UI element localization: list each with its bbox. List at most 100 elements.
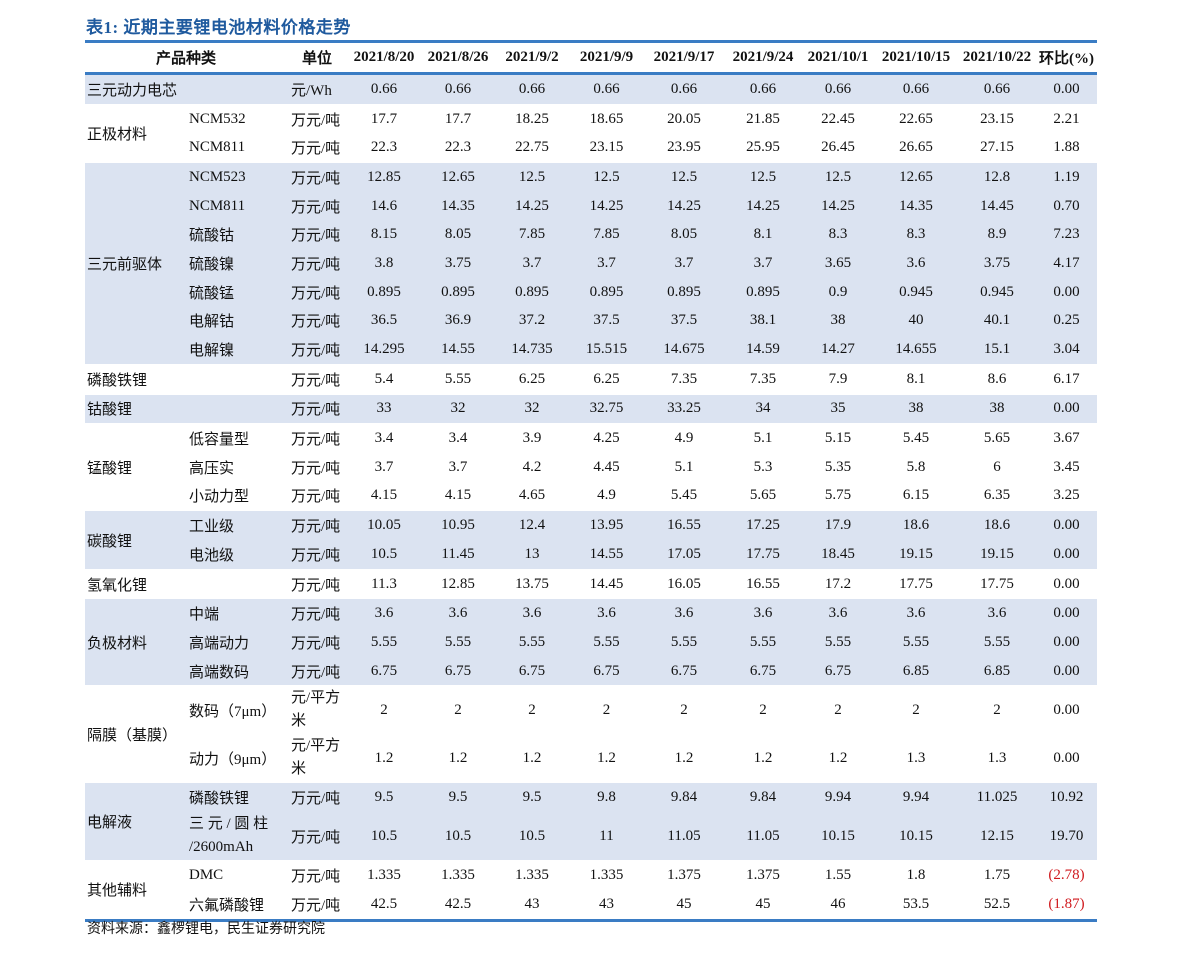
table-row: 小动力型 万元/吨 4.15 4.15 4.65 4.9 5.45 5.65 5.75 6.15 6… [85,482,1097,511]
price-value: 10.5 [421,812,496,861]
price-value: 1.335 [495,860,570,890]
price-value: 0.9 [802,277,875,307]
unit: 元/Wh [287,73,348,105]
price-value: 8.9 [958,220,1037,250]
price-value: 3.6 [569,598,645,629]
group-name: 负极材料 [85,598,177,686]
price-value: 4.2 [522,458,542,475]
price-value: 6.75 [421,656,496,686]
price-value: 6.25 [569,363,645,395]
group-name: 正极材料 [85,103,177,163]
group-name: 隔膜（基膜） [85,685,177,783]
price-value: 0.895 [495,277,570,307]
unit: 万元/吨 [287,812,348,861]
header-row: 产品种类 单位 2021/8/20 2021/8/26 2021/9/2 2021/9/9… [85,41,1098,75]
price-value: 2 [874,685,959,735]
price-value: 17.7 [421,103,496,134]
sub-item: 电解钴 [177,306,288,336]
price-value: 32 [421,393,496,424]
table-row: 磷酸铁锂 万元/吨 5.4 5.55 6.25 6.25 7.35 7.35 7.9 8.1 8.6… [85,363,1098,395]
sub-item: 高压实 [189,460,235,477]
table-row: 高压实 万元/吨 3.7 3.7 4.2 4.45 5.1 5.3 5.35 5.8 6 3.45 [85,453,1097,482]
price-value: 0.66 [421,73,496,105]
price-value: 4.15 [444,487,472,504]
price-value: 12.85 [347,162,422,192]
price-value: 43 [524,895,540,912]
price-value: 23.15 [589,139,624,156]
price-value: 5.65 [749,487,777,504]
price-value: 3.8 [347,249,422,278]
price-value: 12.5 [802,162,875,192]
price-value: 2 [958,685,1037,735]
sub-item: 高端数码 [177,656,288,686]
table-row: 正极材料 NCM532 万元/吨 17.7 17.7 18.25 18.65 20.05 21.… [85,103,1098,163]
price-value: 4.65 [518,487,546,504]
header-date: 2021/8/26 [421,41,496,75]
group-name: 钴酸锂 [85,393,288,424]
table-row: 碳酸锂 工业级 万元/吨 10.05 10.95 12.4 13.95 16.55 17.25 1… [85,510,1098,570]
source-note: 资料来源：鑫椤锂电，民生证券研究院 [87,922,325,937]
unit: 万元/吨 [287,103,348,134]
change-value: 0.25 [1036,306,1098,336]
price-value: 2 [347,685,422,735]
table-row: 电解钴 万元/吨 36.5 36.9 37.2 37.5 37.5 38.1 38 40 40.1 0… [85,306,1098,336]
price-value: 12.5 [644,162,725,192]
price-value: 11.3 [347,568,422,599]
price-value: 3.75 [958,249,1037,278]
table-row: 锰酸锂 低容量型 万元/吨 3.4 3.4 3.9 4.25 4.9 5.1 5.15 5.45 5.… [85,423,1098,511]
unit: 万元/吨 [291,489,341,506]
price-value: 5.1 [674,458,694,475]
change-value: 0.00 [1036,598,1098,629]
price-value: 14.25 [724,191,803,221]
change-value: 6.17 [1036,363,1098,395]
sub-item: 数码（7μm） [177,685,288,735]
table-row: 三元动力电芯 元/Wh 0.66 0.66 0.66 0.66 0.66 0.66 0.66 0.… [85,73,1098,105]
price-value: 3.75 [421,249,496,278]
price-value: 0.66 [802,73,875,105]
unit: 元/平方米 [291,738,341,778]
sub-item: NCM523 [177,162,288,192]
price-value: 14.25 [802,191,875,221]
price-value: 6.35 [983,487,1011,504]
price-value: 19.15 [874,540,959,570]
price-value: 1.335 [421,860,496,890]
price-value: 5.55 [958,628,1037,657]
unit: 万元/吨 [291,460,341,477]
price-value: 4.9 [597,487,616,504]
price-value: 0.66 [724,73,803,105]
price-value: 14.27 [802,335,875,365]
price-value: 8.05 [644,220,725,250]
price-value: 3.4 [347,423,422,453]
price-value: 12.5 [569,162,645,192]
sub-item: NCM532 [177,103,288,134]
price-value: 9.84 [644,782,725,813]
price-value: 5.75 [824,487,852,504]
price-value: 5.55 [495,628,570,657]
change-value: 0.00 [1036,628,1098,657]
price-value: 1.2 [674,749,694,766]
sub-item: NCM811 [189,139,246,156]
price-value: 6.85 [874,656,959,686]
price-value: 10.5 [347,540,422,570]
price-value: 12.65 [421,162,496,192]
price-value: 6.75 [802,656,875,686]
price-value: 5.35 [824,458,852,475]
price-value: 25.95 [746,139,780,156]
change-value: 0.00 [1036,277,1098,307]
price-value: 27.15 [980,139,1014,156]
price-value: 1.3 [987,749,1007,766]
unit: 万元/吨 [287,782,348,813]
price-value: 17.05 [644,540,725,570]
price-value: 2 [421,685,496,735]
price-value: 22.3 [444,139,472,156]
sub-item: 高端动力 [177,628,288,657]
group-name: 磷酸铁锂 [85,363,288,395]
group-name: 三元动力电芯 [85,73,288,105]
table-row: 电解镍 万元/吨 14.295 14.55 14.735 15.515 14.675 14.5… [85,335,1098,365]
price-value: 17.9 [802,510,875,540]
price-value: 3.6 [724,598,803,629]
price-value: 2 [569,685,645,735]
price-value: 18.65 [569,103,645,134]
price-value: 1.3 [906,749,926,766]
unit: 万元/吨 [291,897,341,914]
